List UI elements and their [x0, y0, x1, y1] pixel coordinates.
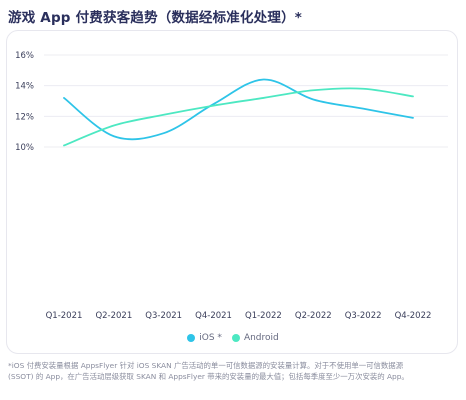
series-line-ios — [63, 78, 414, 141]
x-tick-label: Q3-2021 — [145, 311, 182, 321]
chart-gridlines — [44, 54, 448, 148]
x-tick-label: Q4-2021 — [195, 311, 232, 321]
legend-item-ios: iOS * — [187, 333, 222, 343]
x-tick-label: Q2-2021 — [95, 311, 132, 321]
y-tick-label: 16% — [15, 51, 34, 61]
y-tick-label: 10% — [15, 143, 34, 153]
x-axis-ticks: Q1-2021 Q2-2021 Q3-2021 Q4-2021 Q1-2022 Q2-20… — [46, 311, 432, 321]
legend-marker-android — [231, 334, 240, 342]
x-tick-label: Q4-2022 — [395, 311, 432, 321]
footnote-line-2: (SSOT) 的 App，在广告活动层级获取 SKAN 和 AppsFlyer … — [8, 372, 409, 381]
legend-item-android: Android — [231, 333, 279, 343]
chart-title: 游戏 App 付费获客趋势（数据经标准化处理）* — [8, 10, 303, 26]
x-tick-label: Q2-2022 — [295, 311, 332, 321]
chart-series-lines — [63, 78, 414, 147]
y-tick-label: 12% — [15, 112, 34, 122]
x-tick-label: Q3-2022 — [345, 311, 382, 321]
y-tick-label: 14% — [15, 82, 34, 92]
x-tick-label: Q1-2021 — [46, 311, 83, 321]
legend-label-android: Android — [243, 333, 279, 343]
legend-marker-ios — [187, 334, 196, 342]
legend-label-ios: iOS * — [199, 333, 222, 343]
footnote-line-1: *iOS 付费安装量根据 AppsFlyer 针对 iOS SKAN 广告活动的… — [8, 361, 404, 370]
chart-panel — [6, 30, 458, 354]
chart-legend: iOS * Android — [0, 333, 466, 343]
footnote: *iOS 付费安装量根据 AppsFlyer 针对 iOS SKAN 广告活动的… — [8, 360, 460, 382]
x-tick-label: Q1-2022 — [245, 311, 282, 321]
series-line-android — [63, 87, 414, 147]
y-axis-ticks: 16% 14% 12% 10% — [15, 51, 34, 153]
